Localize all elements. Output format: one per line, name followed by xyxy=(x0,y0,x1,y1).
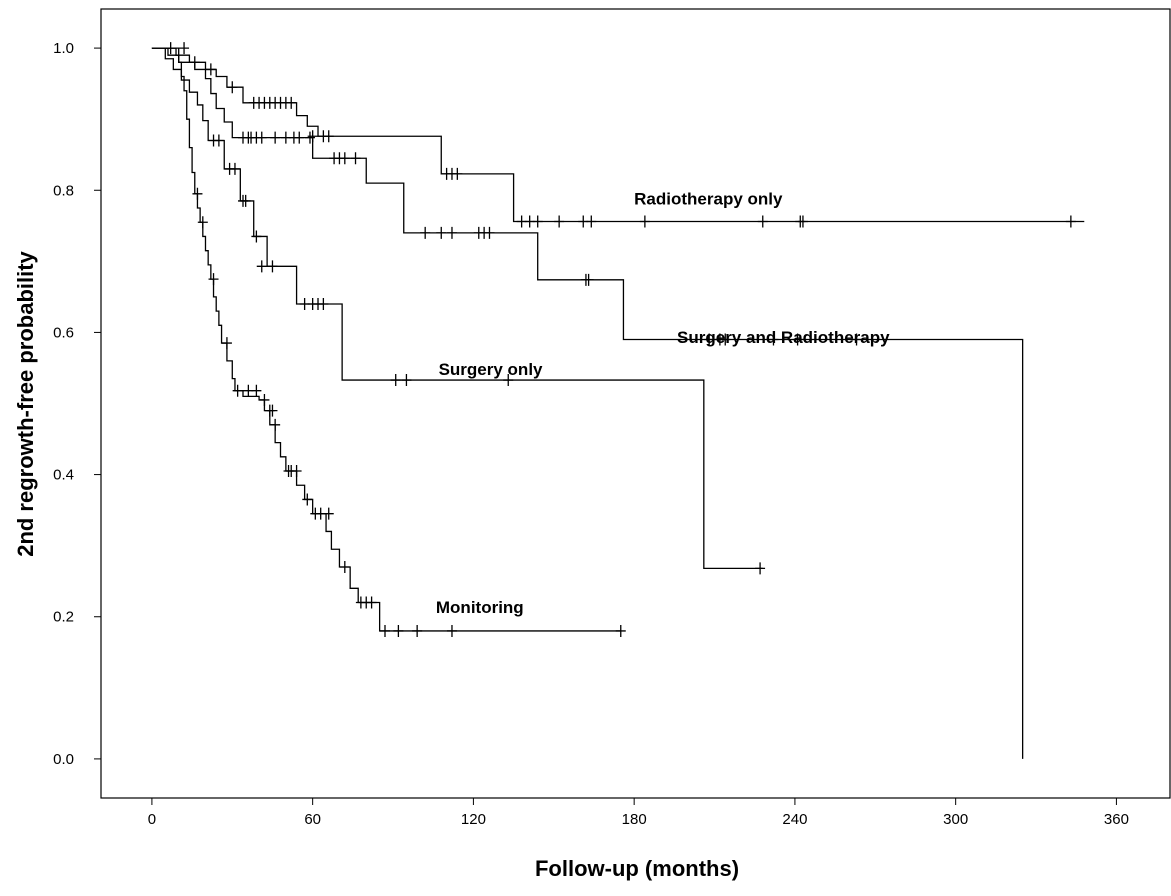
censor-mark xyxy=(757,215,768,228)
censor-mark xyxy=(393,624,404,637)
censor-mark xyxy=(436,226,447,239)
censor-mark xyxy=(339,560,350,573)
censor-mark xyxy=(232,384,243,397)
curve-label: Radiotherapy only xyxy=(634,189,783,208)
censor-mark xyxy=(446,226,457,239)
x-tick-label: 120 xyxy=(461,811,486,828)
series-monitoring xyxy=(151,47,626,637)
curve-label: Surgery only xyxy=(439,360,543,379)
y-tick-label: 0.4 xyxy=(53,467,74,484)
censor-mark xyxy=(350,152,361,165)
censor-mark xyxy=(267,404,278,417)
x-tick-label: 300 xyxy=(943,811,968,828)
x-tick-label: 60 xyxy=(304,811,321,828)
censor-mark xyxy=(197,216,208,229)
x-tick-label: 240 xyxy=(782,811,807,828)
censor-mark xyxy=(221,337,232,350)
censor-mark xyxy=(366,596,377,609)
censor-mark xyxy=(797,215,808,228)
censor-mark xyxy=(484,226,495,239)
censor-mark xyxy=(213,134,224,147)
censor-mark xyxy=(294,131,305,144)
curve-label: Monitoring xyxy=(436,598,524,617)
censor-mark xyxy=(227,81,238,94)
censor-mark xyxy=(259,393,270,406)
censor-mark xyxy=(205,63,216,76)
curve-label: Surgery and Radiotherapy xyxy=(677,328,890,347)
y-tick-label: 1.0 xyxy=(53,40,74,57)
y-tick-label: 0.2 xyxy=(53,609,74,626)
series-layer xyxy=(151,42,1085,759)
censor-mark xyxy=(401,374,412,387)
y-tick-label: 0.0 xyxy=(53,751,74,768)
y-axis-title: 2nd regrowth-free probability xyxy=(13,250,38,556)
x-tick-label: 0 xyxy=(148,811,156,828)
censor-mark xyxy=(639,215,650,228)
censor-mark xyxy=(452,167,463,180)
axes-layer: 0 60 120 180 240 300 360 0.0 0.2 0.4 0.6 0.8 1.0 xyxy=(53,40,1129,828)
censor-mark xyxy=(192,187,203,200)
censor-mark xyxy=(323,507,334,520)
labels-layer: Radiotherapy only Surgery and Radiotherap… xyxy=(436,189,890,617)
censor-mark xyxy=(302,493,313,506)
censor-mark xyxy=(304,131,315,144)
censor-mark xyxy=(208,273,219,286)
censor-mark xyxy=(339,152,350,165)
censor-mark xyxy=(256,131,267,144)
censor-mark xyxy=(318,297,329,310)
censor-mark xyxy=(390,374,401,387)
censor-mark xyxy=(229,162,240,175)
series-surgery-and-radiotherapy xyxy=(151,47,1024,759)
survival-step-line xyxy=(151,47,1085,223)
censor-mark xyxy=(792,333,803,346)
x-axis-title: Follow-up (months) xyxy=(535,856,739,881)
censor-mark xyxy=(379,624,390,637)
plot-frame xyxy=(100,8,1171,799)
censor-mark xyxy=(286,96,297,109)
censor-mark xyxy=(720,333,731,346)
censor-mark xyxy=(251,384,262,397)
survival-step-line xyxy=(151,47,1024,759)
censor-mark xyxy=(446,624,457,637)
censor-mark xyxy=(240,194,251,207)
censor-mark xyxy=(583,273,594,286)
censor-mark xyxy=(503,374,514,387)
censor-mark xyxy=(1065,215,1076,228)
x-tick-label: 180 xyxy=(622,811,647,828)
censor-mark xyxy=(532,215,543,228)
censor-mark xyxy=(586,215,597,228)
x-tick-label: 360 xyxy=(1104,811,1129,828)
censor-mark xyxy=(251,230,262,243)
censor-mark xyxy=(267,260,278,273)
censor-mark xyxy=(554,215,565,228)
y-tick-label: 0.8 xyxy=(53,182,74,199)
censor-mark xyxy=(851,333,862,346)
censor-mark xyxy=(270,131,281,144)
series-surgery-only xyxy=(151,47,766,575)
censor-mark xyxy=(412,624,423,637)
censor-mark xyxy=(420,226,431,239)
censor-mark xyxy=(615,624,626,637)
y-tick-label: 0.6 xyxy=(53,324,74,341)
censor-mark xyxy=(256,260,267,273)
censor-mark xyxy=(704,333,715,346)
censor-mark xyxy=(768,333,779,346)
censor-mark xyxy=(323,130,334,143)
censor-mark xyxy=(270,418,281,431)
censor-mark xyxy=(179,42,190,55)
censor-mark xyxy=(755,562,766,575)
censor-mark xyxy=(291,465,302,478)
